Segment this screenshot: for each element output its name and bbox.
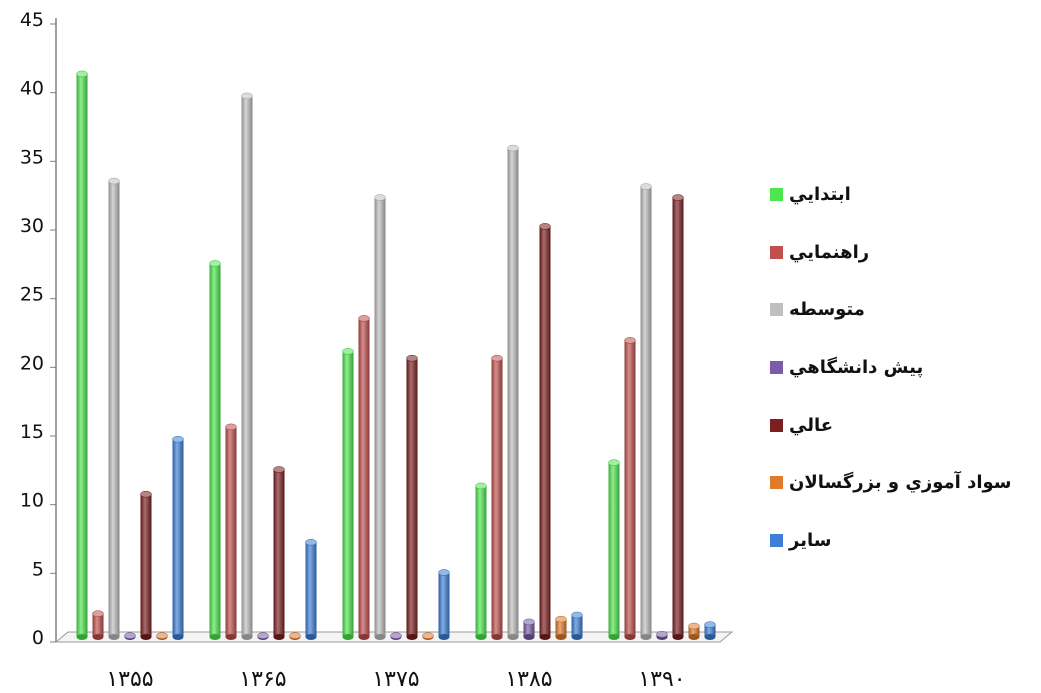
x-tick-label: ۱۳۷۵ <box>372 667 419 692</box>
x-tick-label: ۱۳۶۵ <box>239 667 286 692</box>
legend-swatch <box>770 418 783 432</box>
bar <box>124 632 136 640</box>
bar <box>475 482 487 640</box>
bar <box>656 631 668 640</box>
chart-legend: ابتدايي راهنمايي متوسطه پيش دانشگاهي عالي سوا… <box>770 166 1035 569</box>
bar <box>571 611 583 640</box>
x-tick-label: ۱۳۹۰ <box>638 667 685 692</box>
y-tick-label: 15 <box>20 421 44 443</box>
bar <box>422 632 434 640</box>
legend-item: ساير <box>770 512 1035 570</box>
bar <box>688 622 700 640</box>
y-tick-label: 0 <box>32 627 44 649</box>
legend-label: سواد آموزي و بزرگسالان <box>789 472 1012 494</box>
legend-label: عالي <box>789 414 834 436</box>
bar <box>172 435 184 640</box>
legend-item: سواد آموزي و بزرگسالان <box>770 454 1035 512</box>
y-axis-ticks: 0 5 10 15 20 25 30 35 40 45 <box>20 9 56 649</box>
x-axis-labels: ۱۳۵۵ ۱۳۶۵ ۱۳۷۵ ۱۳۸۵ ۱۳۹۰ <box>106 667 685 692</box>
legend-label: پيش دانشگاهي <box>789 357 924 379</box>
bar <box>342 348 354 640</box>
bar <box>305 538 317 640</box>
legend-item: ابتدايي <box>770 166 1035 224</box>
y-tick-label: 5 <box>32 558 44 580</box>
bar <box>289 632 301 640</box>
bar <box>374 194 386 640</box>
bar <box>273 466 285 640</box>
y-tick-label: 10 <box>20 490 44 512</box>
legend-item: پيش دانشگاهي <box>770 339 1035 397</box>
legend-label: ابتدايي <box>789 184 851 206</box>
bar <box>76 70 88 640</box>
bar <box>108 177 120 640</box>
bar <box>241 92 253 640</box>
legend-label: متوسطه <box>789 299 865 321</box>
legend-swatch <box>770 533 783 547</box>
chart-bars <box>76 70 716 640</box>
legend-item: متوسطه <box>770 281 1035 339</box>
bar <box>390 632 402 640</box>
legend-label: ساير <box>789 529 832 551</box>
bar <box>491 354 503 640</box>
x-tick-label: ۱۳۸۵ <box>505 667 552 692</box>
bar <box>704 621 716 640</box>
bar <box>257 632 269 640</box>
bar <box>672 194 684 640</box>
bar <box>539 223 551 640</box>
y-tick-label: 35 <box>20 146 44 168</box>
legend-swatch <box>770 245 783 259</box>
bar <box>624 337 636 640</box>
bar <box>640 183 652 640</box>
bar <box>358 315 370 640</box>
y-tick-label: 25 <box>20 284 44 306</box>
legend-item: عالي <box>770 396 1035 454</box>
legend-swatch <box>770 303 783 317</box>
legend-swatch <box>770 476 783 490</box>
legend-swatch <box>770 188 783 202</box>
legend-item: راهنمايي <box>770 224 1035 282</box>
bar <box>523 618 535 640</box>
bar <box>140 490 152 640</box>
bar <box>438 569 450 640</box>
bar <box>507 144 519 640</box>
y-tick-label: 40 <box>20 78 44 100</box>
bar <box>608 459 620 640</box>
x-tick-label: ۱۳۵۵ <box>106 667 153 692</box>
bar <box>156 632 168 640</box>
y-tick-label: 30 <box>20 215 44 237</box>
bar <box>555 615 567 640</box>
bar <box>406 354 418 640</box>
legend-swatch <box>770 361 783 375</box>
bar <box>225 423 237 640</box>
bar <box>92 610 104 640</box>
bar <box>209 260 221 640</box>
legend-label: راهنمايي <box>789 241 870 263</box>
y-tick-label: 45 <box>20 9 44 31</box>
y-tick-label: 20 <box>20 352 44 374</box>
